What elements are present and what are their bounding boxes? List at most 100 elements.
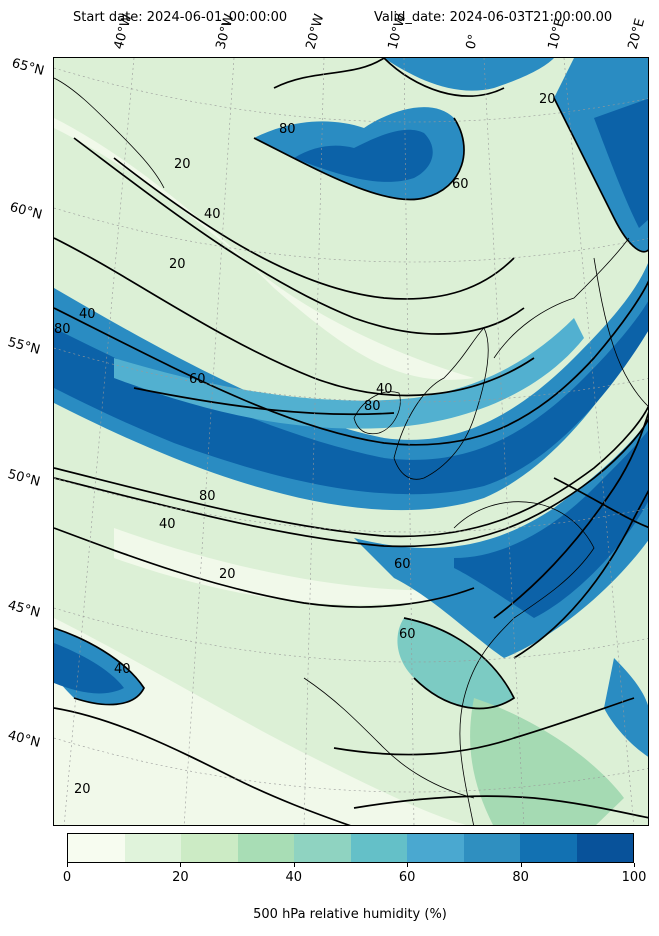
coastline bbox=[353, 391, 401, 435]
contour-line bbox=[273, 58, 385, 89]
graticule-line bbox=[54, 607, 648, 663]
colorbar-bin bbox=[181, 834, 238, 862]
colorbar-tick bbox=[293, 863, 295, 867]
graticule-line bbox=[563, 58, 635, 825]
colorbar-bin bbox=[350, 834, 407, 862]
coastline bbox=[54, 77, 165, 189]
contour-line bbox=[333, 697, 635, 756]
colorbar-tick bbox=[520, 863, 522, 867]
contour-line bbox=[553, 477, 648, 529]
contour-line bbox=[54, 418, 648, 548]
colorbar-bin bbox=[294, 834, 351, 862]
contour-line bbox=[403, 617, 516, 710]
dry-region-west bbox=[54, 118, 474, 380]
contour-label: 40 bbox=[376, 382, 393, 397]
moist-southwest-core bbox=[54, 643, 124, 694]
graticule-line bbox=[303, 58, 325, 825]
graticule-line bbox=[54, 347, 648, 403]
contour-label: 20 bbox=[169, 257, 186, 272]
contour-label: 40 bbox=[159, 517, 176, 532]
contour-line bbox=[54, 707, 351, 825]
colorbar-tick-label: 40 bbox=[285, 870, 303, 885]
colorbar-tick-label: 0 bbox=[62, 870, 72, 885]
colorbar-bin bbox=[520, 834, 577, 862]
colorbar-bin bbox=[463, 834, 520, 862]
contour-label: 80 bbox=[279, 122, 296, 137]
latitude-label: 45°N bbox=[6, 598, 42, 621]
moist-band-main-core bbox=[54, 301, 648, 495]
contour-label: 40 bbox=[204, 207, 221, 222]
contour-line bbox=[54, 280, 648, 446]
colorbar-bin bbox=[237, 834, 294, 862]
latitude-label: 60°N bbox=[8, 200, 44, 223]
colorbar-bin bbox=[407, 834, 464, 862]
contour-label: 60 bbox=[399, 627, 416, 642]
graticule-line bbox=[54, 67, 648, 123]
valid-date-label: Valid_date: 2024-06-03T21:00:00.00 bbox=[368, 8, 619, 28]
humidity-map: 80 60 40 20 80 40 20 60 80 40 20 60 40 8… bbox=[54, 58, 648, 825]
moist-north-top bbox=[384, 58, 554, 91]
dry-region-southwest bbox=[54, 618, 467, 825]
contour-line bbox=[383, 58, 505, 97]
contour-label: 20 bbox=[219, 567, 236, 582]
latitude-label: 40°N bbox=[6, 728, 42, 751]
moist-northeast bbox=[554, 58, 648, 252]
moist-teal-south bbox=[470, 698, 624, 825]
dry-band-center bbox=[114, 528, 484, 605]
contour-line bbox=[493, 411, 648, 619]
contour-label: 80 bbox=[199, 489, 216, 504]
contour-label: 60 bbox=[452, 177, 469, 192]
longitude-label: 20°W bbox=[303, 12, 328, 51]
coastline bbox=[303, 677, 475, 799]
contour-line bbox=[553, 97, 648, 253]
contour-line bbox=[113, 157, 515, 300]
colorbar-tick bbox=[634, 863, 635, 867]
colorbar-tick-label: 80 bbox=[512, 870, 529, 885]
contour-label: 80 bbox=[54, 322, 71, 337]
graticule-line bbox=[54, 207, 648, 263]
contour-line bbox=[133, 387, 395, 416]
coastline bbox=[593, 257, 648, 407]
contour-line bbox=[73, 137, 525, 335]
graticule-line bbox=[403, 58, 415, 825]
contour-label: 60 bbox=[394, 557, 411, 572]
contour-label: 40 bbox=[79, 307, 96, 322]
colorbar-tick bbox=[67, 863, 68, 867]
coastline bbox=[453, 501, 595, 825]
moist-east-south bbox=[604, 658, 648, 757]
colorbar-tick-label: 20 bbox=[172, 870, 189, 885]
graticule-line bbox=[183, 58, 235, 825]
longitude-label: 20°E bbox=[625, 16, 649, 51]
coastline bbox=[393, 327, 489, 480]
contour-label: 80 bbox=[364, 399, 381, 414]
colorbar-bin bbox=[124, 834, 181, 862]
moist-band-upper bbox=[114, 318, 584, 429]
contour-line bbox=[54, 627, 145, 706]
moist-northeast-core bbox=[594, 98, 648, 228]
graticule-line bbox=[54, 737, 648, 793]
latitude-label: 65°N bbox=[10, 56, 46, 79]
contour-line bbox=[54, 237, 535, 397]
colorbar-tick-label: 100 bbox=[621, 870, 647, 885]
start-date-label: Start date: 2024-06-01_00:00:00 bbox=[67, 8, 294, 28]
colorbar-bin bbox=[576, 834, 633, 862]
contour-line bbox=[353, 795, 648, 819]
colorbar-tick-label: 60 bbox=[398, 870, 416, 885]
graticule-line bbox=[483, 58, 525, 825]
contour-label: 20 bbox=[539, 92, 556, 107]
graticule-line bbox=[63, 58, 135, 825]
contour-line bbox=[513, 489, 648, 659]
contour-label: 20 bbox=[174, 157, 191, 172]
colorbar bbox=[67, 833, 634, 863]
moist-north-center-core bbox=[294, 129, 433, 182]
colorbar-bin bbox=[68, 834, 125, 862]
contour-line bbox=[253, 117, 465, 201]
longitude-label: 0° bbox=[463, 32, 482, 51]
map-panel: 80 60 40 20 80 40 20 60 80 40 20 60 40 8… bbox=[53, 57, 649, 826]
latitude-label: 55°N bbox=[6, 335, 42, 358]
contour-label: 40 bbox=[114, 662, 131, 677]
contour-label: 20 bbox=[74, 782, 91, 797]
coastline bbox=[493, 237, 630, 359]
colorbar-tick bbox=[180, 863, 182, 867]
colorbar-title: 500 hPa relative humidity (%) bbox=[253, 907, 447, 922]
